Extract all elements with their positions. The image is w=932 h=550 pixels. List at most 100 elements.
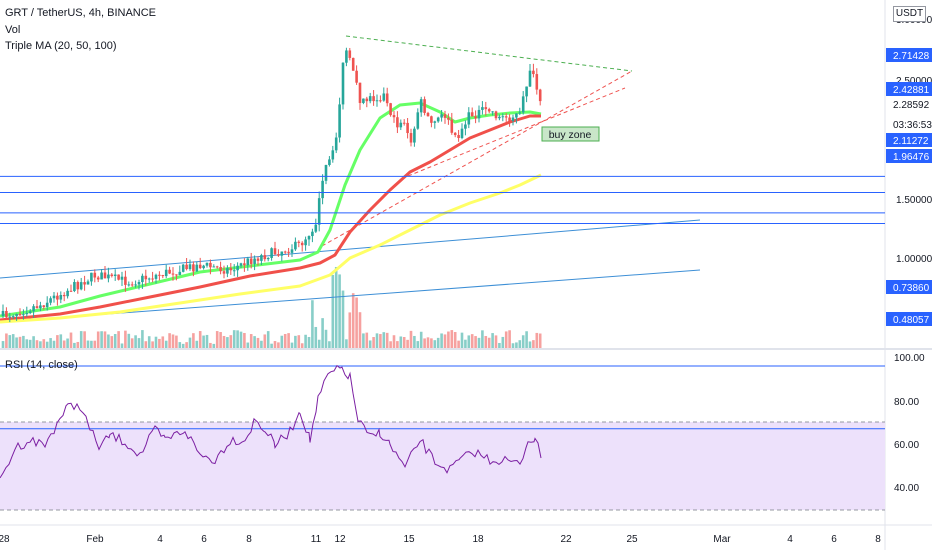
candle-body [239, 263, 243, 266]
currency-button[interactable]: USDT [893, 6, 926, 22]
volume-bar [137, 338, 141, 348]
candle-body [399, 122, 403, 128]
volume-bar [402, 337, 406, 348]
candle-body [246, 258, 250, 266]
candle-body [487, 109, 491, 112]
volume-bar [144, 341, 148, 348]
candle-body [212, 266, 216, 268]
volume-bar [134, 335, 137, 348]
candle-body [365, 98, 369, 102]
volume-bar [212, 343, 216, 348]
volume-bar [406, 339, 409, 348]
volume-bar [528, 341, 532, 348]
volume-bar [396, 341, 399, 348]
ma100-line [0, 173, 542, 324]
volume-bar [154, 336, 158, 348]
candle-body [460, 128, 464, 138]
volume-bar [226, 337, 229, 348]
volume-bar [368, 340, 372, 348]
candle-body [297, 241, 301, 243]
volume-bar [535, 332, 539, 348]
candle-body [409, 133, 413, 143]
svg-text:0.48057: 0.48057 [893, 315, 930, 326]
candle-body [141, 275, 144, 283]
volume-bar [243, 332, 246, 348]
volume-bar [508, 330, 511, 348]
candle-body [426, 112, 430, 117]
candle-body [185, 264, 188, 270]
candle-body [188, 264, 192, 270]
volume-bar [79, 331, 83, 348]
candle-body [294, 241, 297, 250]
buy-zone-box[interactable] [541, 126, 600, 142]
volume-bar [90, 340, 93, 348]
buy-zone-label: buy zone [549, 129, 592, 141]
candle-body [59, 294, 63, 300]
price-pane [0, 0, 885, 348]
volume-bar [35, 340, 39, 348]
volume-bar [181, 343, 185, 348]
volume-bar [124, 330, 127, 348]
volume-bar [464, 339, 467, 348]
volume-bar [280, 335, 284, 348]
volume-bar [185, 342, 188, 348]
candle-body [56, 295, 59, 300]
level-tag: 2.71428 [886, 48, 932, 62]
volume-bar [314, 326, 318, 348]
candle-body [450, 119, 454, 133]
candle-body [470, 112, 474, 117]
candle-body [76, 282, 80, 290]
symbol-title: GRT / TetherUS, 4h, BINANCE [5, 7, 157, 19]
volume-bar [294, 335, 297, 348]
volume-bar [399, 336, 403, 348]
volume-bar [42, 339, 46, 348]
candle-body [205, 262, 209, 266]
candle-body [130, 284, 134, 286]
candle-body [457, 135, 460, 138]
candle-body [317, 198, 321, 225]
candle-body [73, 282, 76, 292]
rsi-tick: 60.00 [894, 440, 919, 451]
time-tick: 18 [472, 534, 484, 545]
volume-bar [219, 332, 222, 348]
volume-bar [484, 336, 488, 348]
candle-body [25, 313, 29, 315]
candle-body [232, 270, 236, 272]
time-tick: 6 [201, 534, 207, 545]
volume-bar [430, 338, 433, 348]
volume-bar [86, 340, 90, 348]
candle-body [137, 282, 141, 285]
volume-bar [59, 334, 63, 348]
candle-body [453, 132, 457, 136]
volume-bar [300, 343, 304, 348]
candle-body [501, 116, 505, 118]
candle-body [521, 96, 525, 113]
resistance-dashed [345, 35, 633, 72]
volume-bar [334, 266, 338, 348]
volume-bar [28, 339, 32, 348]
time-tick: 22 [560, 534, 572, 545]
volume-bar [290, 342, 294, 348]
volume-bar [69, 332, 73, 348]
candle-body [209, 262, 212, 268]
volume-bar [83, 331, 86, 348]
rsi-tick: 80.00 [894, 397, 919, 408]
candle-body [52, 295, 56, 299]
candle-body [253, 258, 256, 264]
candle-body [144, 275, 148, 280]
volume-bar [263, 334, 267, 348]
candle-body [263, 255, 267, 260]
candle-body [355, 70, 358, 83]
volume-bar [355, 297, 358, 348]
volume-bar [171, 334, 175, 348]
candle-body [419, 99, 423, 113]
svg-text:2.42881: 2.42881 [893, 85, 930, 96]
time-tick: Feb [86, 534, 104, 545]
volume-bar [307, 336, 311, 348]
candle-body [290, 249, 294, 253]
volume-bar [494, 335, 498, 348]
horizontal-levels[interactable] [0, 175, 885, 430]
candle-body [372, 96, 375, 102]
volume-bar [130, 338, 134, 348]
